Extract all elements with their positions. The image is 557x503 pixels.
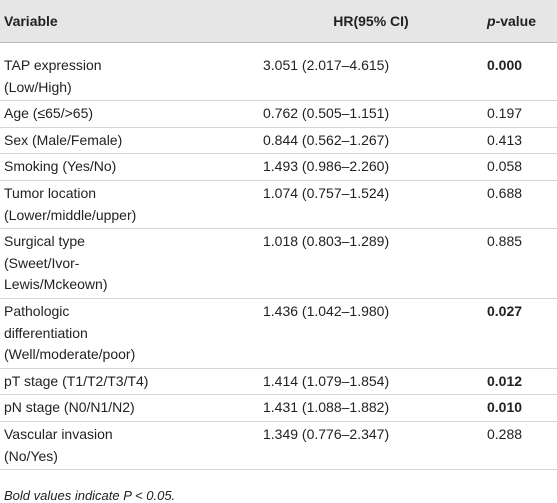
hr-cell: 1.414 (1.079–1.854) [259,368,483,396]
variable-line: Age (≤65/>65) [4,105,94,122]
variable-line: (Low/High) [4,78,72,95]
p-value-cell: 0.885 [483,228,557,299]
variable-line: (Sweet/Ivor- [4,254,80,271]
p-value-cell: 0.288 [483,421,557,471]
variable-cell: Sex (Male/Female) [0,127,259,155]
table-row: Age (≤65/>65) 0.762 (0.505–1.151) 0.197 [0,100,557,128]
hr-cell: 1.436 (1.042–1.980) [259,298,483,369]
hr-cell: 1.074 (0.757–1.524) [259,180,483,230]
variable-line: pN stage (N0/N1/N2) [4,399,135,416]
variable-cell: Pathologic differentiation (Well/moderate/… [0,298,259,369]
table-row: Sex (Male/Female) 0.844 (0.562–1.267) 0.41… [0,127,557,155]
p-value-cell: 0.197 [483,100,557,128]
hr-cell: 1.349 (0.776–2.347) [259,421,483,471]
table-row: Vascular invasion (No/Yes) 1.349 (0.776–2.… [0,421,557,471]
header-cell: HR(95% CI) [259,0,483,43]
table-row: Pathologic differentiation (Well/moderate/… [0,298,557,369]
variable-cell: Tumor location (Lower/middle/upper) [0,180,259,230]
table-row: Smoking (Yes/No) 1.493 (0.986–2.260) 0.058 [0,153,557,181]
variable-line: Pathologic [4,302,70,319]
footnote: Bold values indicate P < 0.05. [4,488,176,503]
hr-cell: 0.844 (0.562–1.267) [259,127,483,155]
variable-cell: pN stage (N0/N1/N2) [0,394,259,422]
variable-line: Surgical type [4,233,85,250]
table-body: TAP expression (Low/High) 3.051 (2.017–4.6… [0,42,557,471]
hr-cell: 0.762 (0.505–1.151) [259,100,483,128]
p-value-cell: 0.058 [483,153,557,181]
header-cell: p-value [483,0,557,43]
variable-line: Lewis/Mckeown) [4,276,108,293]
p-value-cell: 0.413 [483,127,557,155]
variable-cell: Smoking (Yes/No) [0,153,259,181]
variable-line: differentiation [4,324,88,341]
header-text: -value [495,13,537,29]
table-row: pN stage (N0/N1/N2) 1.431 (1.088–1.882) 0.… [0,394,557,422]
variable-line: (Lower/middle/upper) [4,206,137,223]
table-row: TAP expression (Low/High) 3.051 (2.017–4.6… [0,42,557,102]
p-value-cell: 0.027 [483,298,557,369]
variable-line: (No/Yes) [4,447,58,464]
variable-cell: Age (≤65/>65) [0,100,259,128]
variable-line: Sex (Male/Female) [4,131,123,148]
hr-cell: 1.018 (0.803–1.289) [259,228,483,299]
hr-cell: 1.431 (1.088–1.882) [259,394,483,422]
variable-line: Smoking (Yes/No) [4,158,117,175]
table-row: Tumor location (Lower/middle/upper) 1.074 … [0,180,557,230]
table: Variable HR(95% CI) p-value TAP expressi… [0,0,557,471]
p-value-cell: 0.010 [483,394,557,422]
p-value-cell: 0.012 [483,368,557,396]
variable-cell: TAP expression (Low/High) [0,42,259,102]
header-row: Variable HR(95% CI) p-value [0,0,557,43]
variable-line: Tumor location [4,184,97,201]
header-italic: p [487,13,496,29]
variable-line: Vascular invasion [4,425,113,442]
variable-line: pT stage (T1/T2/T3/T4) [4,372,149,389]
table-row: pT stage (T1/T2/T3/T4) 1.414 (1.079–1.854… [0,368,557,396]
variable-cell: pT stage (T1/T2/T3/T4) [0,368,259,396]
hr-cell: 1.493 (0.986–2.260) [259,153,483,181]
variable-cell: Vascular invasion (No/Yes) [0,421,259,471]
hr-cell: 3.051 (2.017–4.615) [259,42,483,102]
variable-line: (Well/moderate/poor) [4,346,136,363]
header-cell: Variable [0,0,259,43]
variable-cell: Surgical type (Sweet/Ivor- Lewis/Mckeown) [0,228,259,299]
p-value-cell: 0.000 [483,42,557,102]
table-row: Surgical type (Sweet/Ivor- Lewis/Mckeown) 1… [0,228,557,299]
p-value-cell: 0.688 [483,180,557,230]
variable-line: TAP expression [4,57,102,73]
